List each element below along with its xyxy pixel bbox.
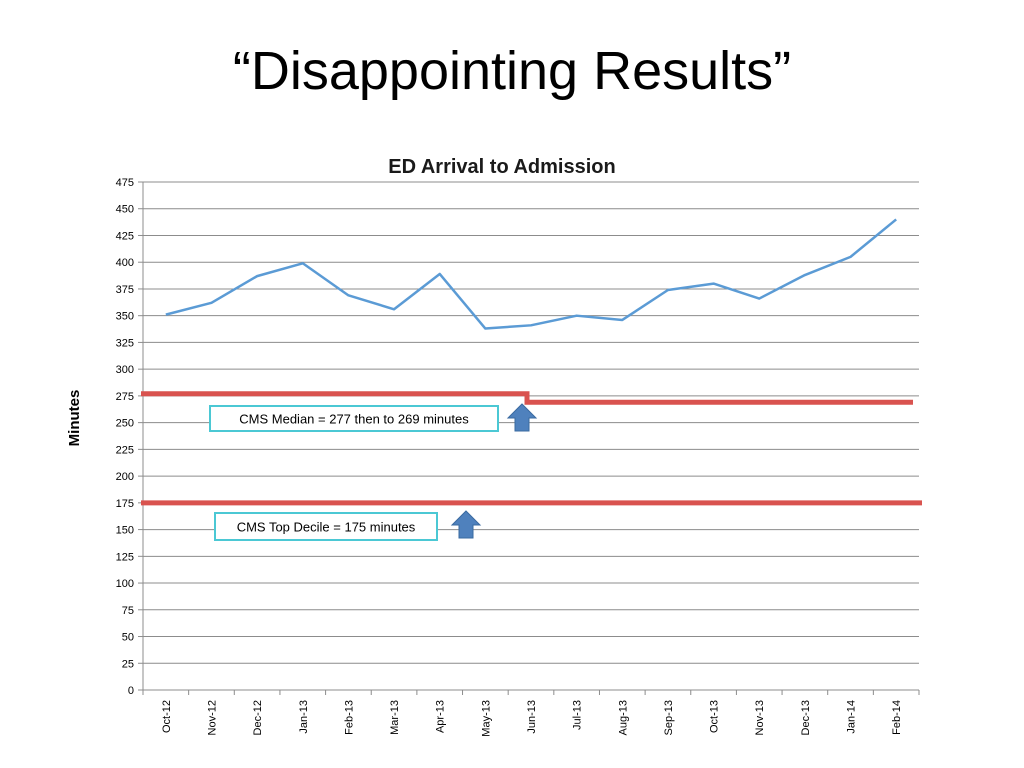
annotation-box [209, 405, 499, 432]
y-tick-label: 150 [116, 525, 134, 537]
y-tick-label: 475 [116, 177, 134, 189]
y-tick-label: 100 [116, 578, 134, 590]
series-layer [165, 218, 897, 330]
annotation-text: CMS Median = 277 then to 269 minutes [239, 412, 469, 427]
x-tick-label: Feb-14 [891, 700, 903, 735]
y-tick-label: 25 [122, 658, 134, 670]
arrow-up-icon [450, 510, 482, 539]
y-tick-label: 50 [122, 632, 134, 644]
y-tick-label: 75 [122, 605, 134, 617]
y-tick-label: 200 [116, 471, 134, 483]
y-tick-label: 0 [128, 685, 134, 697]
arrow-up-icon [506, 403, 538, 432]
x-tick-label: Dec-12 [252, 700, 264, 735]
annotations: CMS Median = 277 then to 269 minutes CMS … [209, 403, 538, 541]
y-tick-label: 125 [116, 551, 134, 563]
annotation-text: CMS Top Decile = 175 minutes [237, 520, 416, 535]
x-tick-label: Jan-14 [846, 700, 858, 734]
y-tick-label: 225 [116, 444, 134, 456]
x-tick-label: Mar-13 [389, 700, 401, 735]
x-tick-label: Feb-13 [343, 700, 355, 735]
y-tick-label: 300 [116, 364, 134, 376]
y-tick-label: 400 [116, 257, 134, 269]
y-tick-label: 425 [116, 230, 134, 242]
y-axis-label: Minutes [66, 390, 83, 447]
y-tick-label: 175 [116, 498, 134, 510]
y-tick-label: 350 [116, 311, 134, 323]
axes: 0 25 50 75 100 125 150 175 200 225 250 275 300 325 350… [116, 177, 920, 737]
x-tick-label: Jul-13 [572, 700, 584, 730]
reference-line [141, 391, 913, 405]
x-tick-label: Sep-13 [663, 700, 675, 735]
y-tick-label: 325 [116, 337, 134, 349]
x-tick-label: Oct-12 [161, 700, 173, 733]
y-tick-label: 275 [116, 391, 134, 403]
y-tick-label: 250 [116, 418, 134, 430]
x-tick-label: Nov-13 [754, 700, 766, 735]
x-tick-label: Apr-13 [435, 700, 447, 733]
x-tick-label: Nov-12 [206, 700, 218, 735]
annotation-box [214, 512, 438, 541]
x-tick-label: May-13 [480, 700, 492, 737]
x-tick-label: Aug-13 [617, 700, 629, 735]
x-tick-label: Jan-13 [298, 700, 310, 734]
x-tick-label: Oct-13 [709, 700, 721, 733]
slide-title: “Disappointing Results” [232, 41, 792, 101]
gridlines [143, 181, 919, 664]
x-tick-label: Jun-13 [526, 700, 538, 734]
x-tick-label: Dec-13 [800, 700, 812, 735]
y-tick-label: 450 [116, 204, 134, 216]
reference-lines [141, 391, 922, 506]
y-tick-label: 375 [116, 284, 134, 296]
chart-title: ED Arrival to Admission [388, 156, 615, 178]
